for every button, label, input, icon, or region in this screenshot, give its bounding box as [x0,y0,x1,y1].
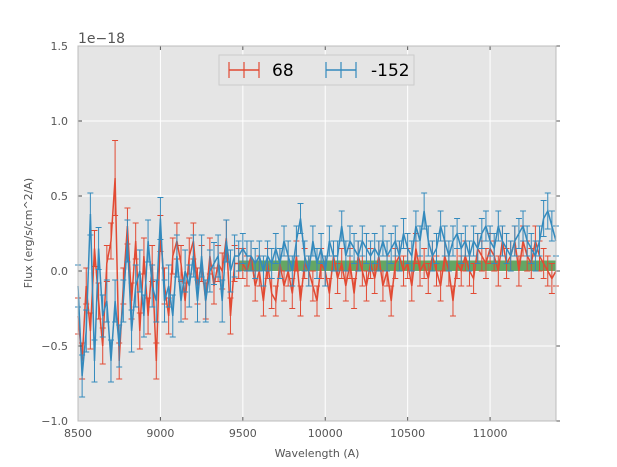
plot-background [78,46,556,421]
series-neg152 [75,192,559,398]
x-tick-label: 10500 [390,427,425,440]
y-tick-label: 0.0 [51,265,69,278]
series-line [77,209,557,377]
y-tick-label: −1.0 [41,415,68,428]
y-tick-label: 1.0 [51,115,69,128]
y-offset-label: 1e−18 [78,31,125,47]
series-layer [75,140,559,398]
y-tick-label: −0.5 [41,340,68,353]
x-tick-label: 8500 [64,427,92,440]
legend-item-68: 68 [228,61,294,81]
shaded-band [237,260,556,271]
x-tick-label: 11000 [473,427,508,440]
plot-frame [77,45,557,422]
ticks: 8500 9000 9500 10000 10500 11000 −1.0 −0.5 0.0 0.… [41,40,560,440]
y-axis-label: Flux (erg/s/cm^2/A) [22,178,35,288]
legend-label-68: 68 [272,61,294,81]
legend: 68 -152 [218,54,415,86]
x-axis-label: Wavelength (A) [275,447,360,460]
y-tick-label: 1.5 [51,40,69,53]
series-line [77,177,557,362]
y-tick-label: 0.5 [51,190,69,203]
legend-label-152: -152 [371,61,410,81]
x-tick-label: 9000 [146,427,174,440]
x-tick-label: 9500 [229,427,257,440]
x-tick-label: 10000 [308,427,343,440]
legend-item-152: -152 [325,61,410,81]
